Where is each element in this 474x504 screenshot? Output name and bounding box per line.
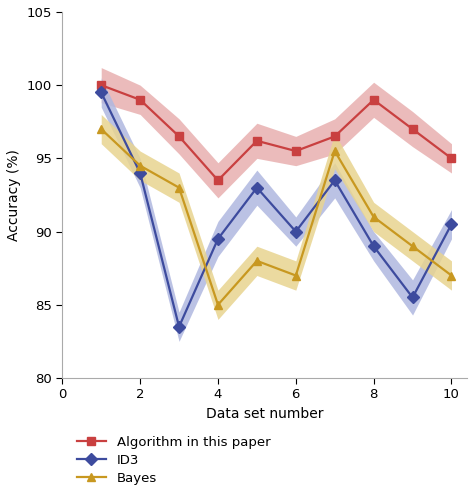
Bayes	[137, 163, 143, 169]
X-axis label: Data set number: Data set number	[206, 407, 323, 421]
Bayes	[176, 184, 182, 191]
ID3	[254, 184, 260, 191]
Bayes	[332, 148, 337, 154]
ID3	[176, 324, 182, 330]
ID3	[332, 177, 337, 183]
Algorithm in this paper	[215, 177, 221, 183]
Bayes	[254, 258, 260, 264]
Line: Algorithm in this paper: Algorithm in this paper	[97, 81, 456, 184]
ID3	[215, 236, 221, 242]
Algorithm in this paper	[137, 97, 143, 103]
Bayes	[215, 302, 221, 308]
Algorithm in this paper	[449, 155, 455, 161]
ID3	[449, 221, 455, 227]
Algorithm in this paper	[332, 134, 337, 140]
Bayes	[449, 273, 455, 279]
Algorithm in this paper	[254, 138, 260, 144]
Y-axis label: Accuracy (%): Accuracy (%)	[7, 149, 21, 241]
ID3	[293, 228, 299, 234]
ID3	[371, 243, 376, 249]
Line: ID3: ID3	[97, 88, 456, 331]
Bayes	[293, 273, 299, 279]
Bayes	[410, 243, 415, 249]
Algorithm in this paper	[99, 82, 104, 88]
Algorithm in this paper	[176, 134, 182, 140]
Line: Bayes: Bayes	[97, 125, 456, 309]
Bayes	[99, 126, 104, 132]
Bayes	[371, 214, 376, 220]
Algorithm in this paper	[293, 148, 299, 154]
Legend: Algorithm in this paper, ID3, Bayes: Algorithm in this paper, ID3, Bayes	[77, 436, 270, 485]
ID3	[99, 89, 104, 95]
Algorithm in this paper	[371, 97, 376, 103]
Algorithm in this paper	[410, 126, 415, 132]
ID3	[137, 170, 143, 176]
ID3	[410, 294, 415, 300]
